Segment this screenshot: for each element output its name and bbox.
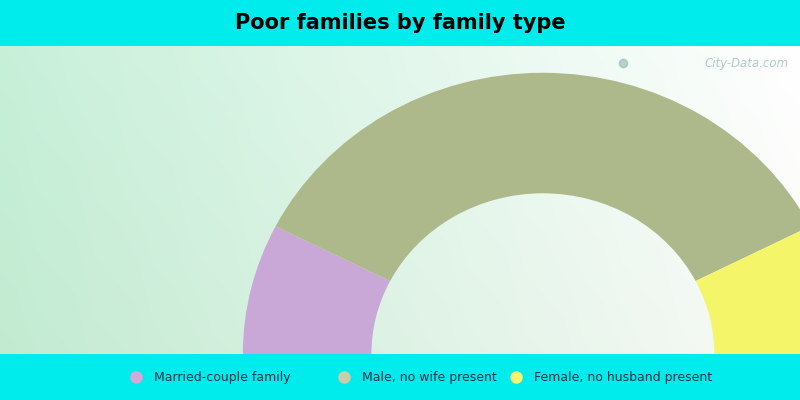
Text: City-Data.com: City-Data.com xyxy=(705,57,789,70)
Text: Female, no husband present: Female, no husband present xyxy=(534,370,712,384)
Wedge shape xyxy=(275,73,800,281)
Text: Married-couple family: Married-couple family xyxy=(154,370,290,384)
Text: Poor families by family type: Poor families by family type xyxy=(234,13,566,33)
Wedge shape xyxy=(243,226,390,354)
Wedge shape xyxy=(696,226,800,354)
Text: Male, no wife present: Male, no wife present xyxy=(362,370,496,384)
